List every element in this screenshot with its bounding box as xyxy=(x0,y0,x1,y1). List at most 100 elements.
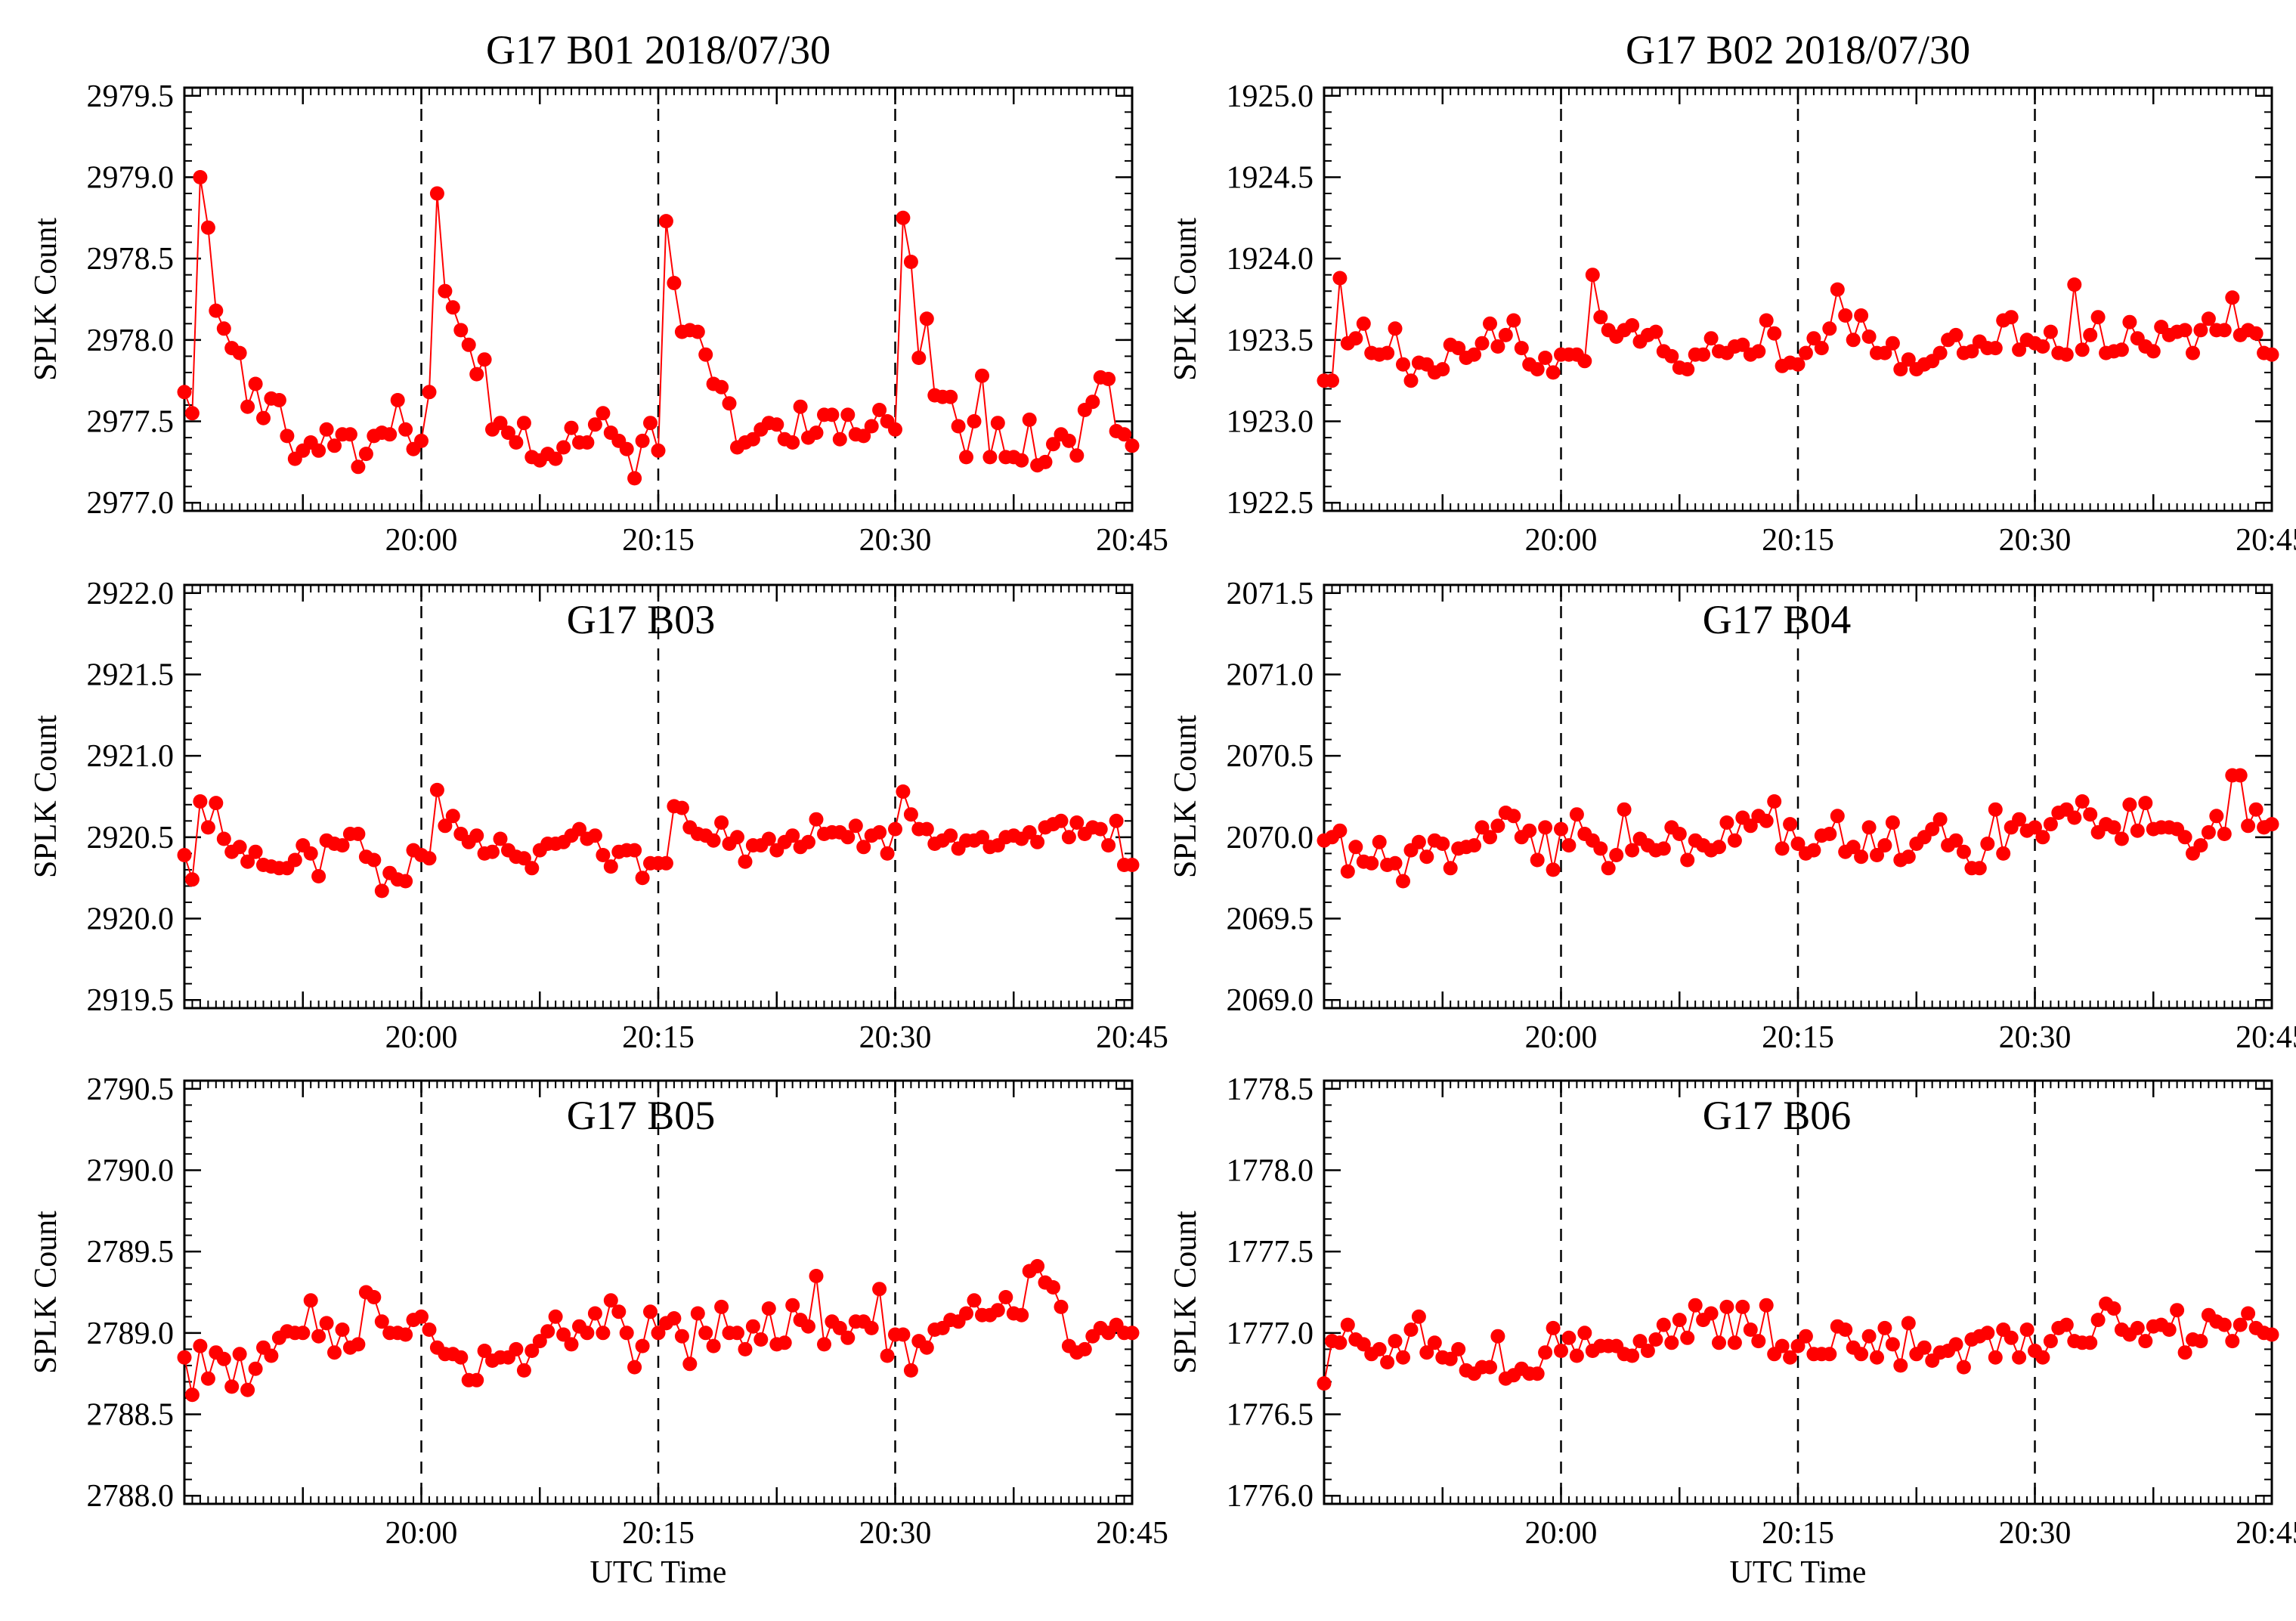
data-point xyxy=(690,324,705,339)
data-point xyxy=(2225,290,2240,305)
data-point xyxy=(1585,268,1600,283)
data-point xyxy=(2217,1317,2232,1332)
data-point xyxy=(224,1379,240,1394)
data-point xyxy=(2177,830,2192,845)
data-point xyxy=(840,1330,856,1345)
x-tick-label: 20:15 xyxy=(1762,523,1834,558)
data-point xyxy=(2225,1334,2240,1349)
y-tick-label: 1778.5 xyxy=(1227,1072,1314,1107)
data-point xyxy=(367,852,382,868)
data-point xyxy=(2122,314,2137,329)
data-point xyxy=(1696,347,1711,362)
data-point xyxy=(1085,394,1100,410)
data-point xyxy=(1061,830,1076,845)
data-point xyxy=(896,784,911,799)
data-point xyxy=(2146,344,2161,359)
data-point xyxy=(1554,821,1568,837)
data-point xyxy=(1014,453,1029,468)
y-tick-label: 2979.5 xyxy=(87,79,175,114)
data-point xyxy=(382,427,398,442)
data-point xyxy=(327,438,342,453)
data-point xyxy=(1569,807,1584,822)
data-point xyxy=(635,433,650,448)
data-point xyxy=(1854,1347,1869,1362)
data-point xyxy=(2264,817,2279,832)
y-tick-label: 1924.5 xyxy=(1227,160,1314,195)
data-point xyxy=(509,435,524,450)
data-point xyxy=(1577,1326,1592,1341)
chart-panel-5: 2788.0 2788.5 2789.0 2789.5 2790.0 2790.5 20:0… xyxy=(29,1072,1168,1590)
data-point xyxy=(548,451,563,466)
data-point xyxy=(627,1360,642,1375)
data-point xyxy=(856,840,871,855)
data-point xyxy=(232,1347,247,1362)
data-point xyxy=(2177,323,2192,338)
data-point xyxy=(619,441,634,456)
data-point xyxy=(200,220,215,235)
data-point xyxy=(587,417,602,432)
y-tick-label: 1776.0 xyxy=(1227,1479,1314,1514)
data-point xyxy=(635,871,650,886)
data-point xyxy=(232,840,247,855)
data-point xyxy=(1490,339,1505,354)
data-point xyxy=(1117,427,1131,442)
data-point xyxy=(2130,1320,2145,1335)
data-point xyxy=(414,1309,429,1324)
data-point xyxy=(809,425,824,441)
data-point xyxy=(919,1340,934,1355)
data-point xyxy=(864,419,879,434)
data-point xyxy=(2043,324,2058,339)
data-point xyxy=(1735,1299,1750,1314)
data-point xyxy=(422,851,437,866)
x-tick-label: 20:15 xyxy=(622,1516,695,1551)
data-point xyxy=(1798,1329,1813,1344)
x-tick-label: 20:00 xyxy=(1525,523,1598,558)
data-point xyxy=(445,809,460,824)
data-point xyxy=(738,1341,753,1357)
data-point xyxy=(1538,820,1553,835)
data-point xyxy=(706,833,721,848)
data-point xyxy=(1727,833,1742,848)
data-point xyxy=(296,1326,311,1341)
data-point xyxy=(1988,802,2003,817)
data-point xyxy=(2201,311,2216,326)
data-point xyxy=(1022,412,1037,427)
data-point xyxy=(2059,347,2074,362)
data-point xyxy=(1617,802,1632,817)
data-point xyxy=(556,440,571,455)
data-point xyxy=(1443,861,1458,876)
data-point xyxy=(1054,813,1069,828)
data-point xyxy=(967,1293,982,1308)
data-point xyxy=(943,828,958,843)
data-point xyxy=(1743,818,1758,834)
data-point xyxy=(2083,327,2098,342)
y-tick-label: 1924.0 xyxy=(1227,242,1314,277)
data-point xyxy=(398,1327,413,1342)
data-point xyxy=(674,1329,689,1344)
data-point xyxy=(959,450,973,465)
data-point xyxy=(2090,310,2106,325)
data-point xyxy=(493,416,508,431)
data-point xyxy=(556,1327,571,1342)
data-point xyxy=(2106,820,2121,835)
data-point xyxy=(832,432,847,447)
data-point xyxy=(2241,1306,2256,1321)
y-tick-label: 2979.0 xyxy=(87,160,175,195)
data-point xyxy=(516,851,531,866)
data-point xyxy=(1356,316,1371,331)
data-point xyxy=(761,1301,776,1316)
data-point xyxy=(1490,1329,1505,1344)
data-point xyxy=(872,403,887,417)
data-point xyxy=(429,186,444,201)
data-point xyxy=(1830,282,1845,297)
data-point xyxy=(872,1282,887,1297)
data-point xyxy=(2217,827,2232,841)
data-point xyxy=(1664,1335,1679,1350)
data-point xyxy=(738,854,753,869)
data-point xyxy=(2106,1301,2121,1316)
data-point xyxy=(2075,794,2090,809)
data-point xyxy=(1751,1334,1766,1349)
y-tick-label: 2071.5 xyxy=(1227,577,1314,611)
data-point xyxy=(1443,1351,1458,1366)
data-point xyxy=(303,1293,318,1308)
